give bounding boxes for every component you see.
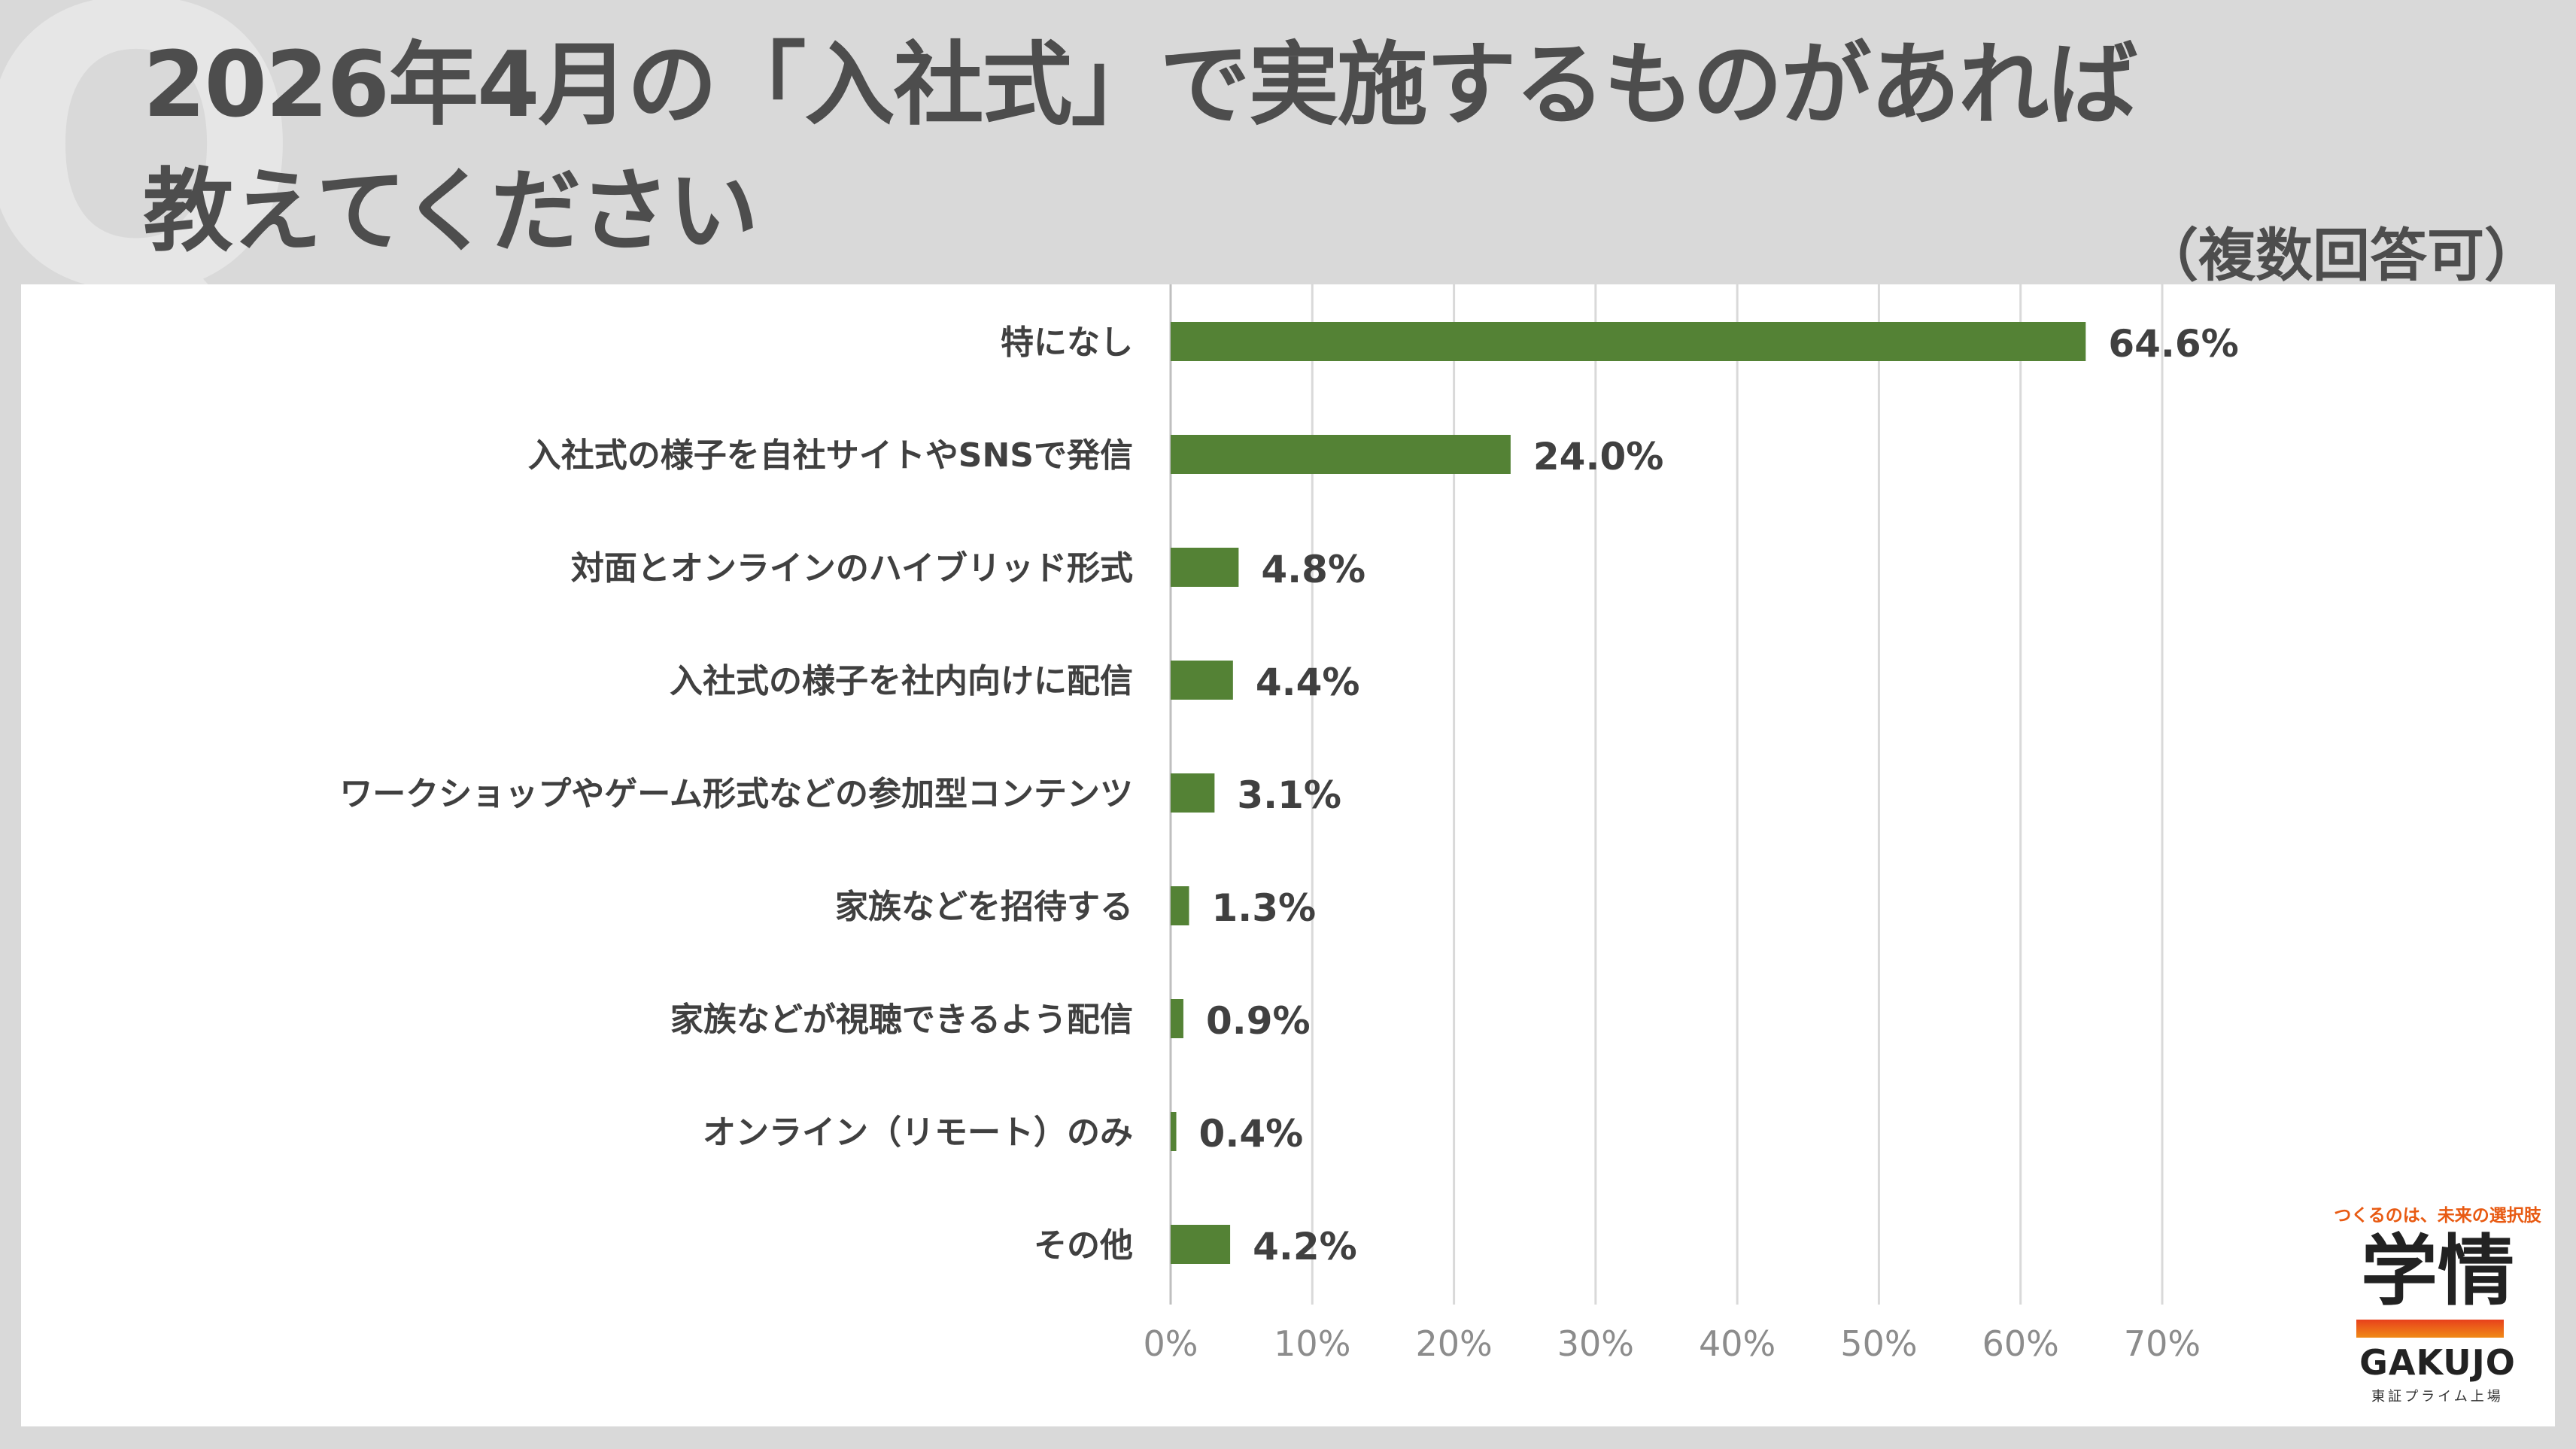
logo-listing: 東証プライム上場 xyxy=(2371,1389,2504,1405)
bar xyxy=(1171,435,1511,474)
data-label: 4.2% xyxy=(1253,1225,1357,1268)
bar xyxy=(1171,1225,1231,1264)
data-label: 4.4% xyxy=(1256,661,1360,704)
category-label: 家族などが視聴できるよう配信 xyxy=(670,1001,1133,1039)
bar-chart: 0% 10% 20% 30% 40% 50% 60% 70% 特になし 64.6% 入社式の様子を自… xyxy=(339,284,2239,1364)
category-label: 対面とオンラインのハイブリッド形式 xyxy=(571,549,1133,588)
x-tick-label: 0% xyxy=(1144,1323,1198,1364)
category-label: ワークショップやゲーム形式などの参加型コンテンツ xyxy=(339,775,1133,813)
data-label: 4.8% xyxy=(1261,548,1365,591)
data-label: 0.4% xyxy=(1199,1112,1304,1156)
logo-tagline: つくるのは、未来の選択肢 xyxy=(2334,1206,2541,1226)
data-label: 64.6% xyxy=(2108,322,2238,366)
bar xyxy=(1171,773,1215,813)
title-line-2: 教えてください xyxy=(143,159,758,264)
x-tick-label: 10% xyxy=(1274,1323,1350,1364)
data-label: 1.3% xyxy=(1211,886,1316,930)
category-label: オンライン（リモート）のみ xyxy=(703,1113,1133,1152)
bar xyxy=(1171,1112,1177,1151)
bar xyxy=(1171,886,1189,925)
title-line-1: 2026年4月の「入社式」で実施するものがあれば xyxy=(143,33,2137,138)
x-tick-label: 50% xyxy=(1840,1323,1917,1364)
category-label: 入社式の様子を社内向けに配信 xyxy=(670,662,1133,700)
bar xyxy=(1171,661,1233,700)
chart-panel: 0% 10% 20% 30% 40% 50% 60% 70% 特になし 64.6% 入社式の様子を自… xyxy=(21,284,2555,1426)
page-title: 2026年4月の「入社式」で実施するものがあれば 教えてください xyxy=(143,23,2137,275)
multiple-answer-note: （複数回答可） xyxy=(2141,222,2541,289)
bar xyxy=(1171,548,1239,587)
category-label: その他 xyxy=(1034,1226,1133,1265)
data-label: 3.1% xyxy=(1237,773,1341,817)
data-label: 0.9% xyxy=(1206,999,1311,1043)
x-tick-label: 60% xyxy=(1982,1323,2059,1364)
logo-name-jp: 学情 xyxy=(2361,1227,2514,1317)
data-label: 24.0% xyxy=(1533,435,1663,478)
logo-color-bar xyxy=(2356,1320,2504,1338)
bar xyxy=(1171,322,2086,361)
category-label: 家族などを招待する xyxy=(835,888,1133,926)
logo-name-en: GAKUJO xyxy=(2359,1342,2516,1383)
x-tick-label: 30% xyxy=(1557,1323,1634,1364)
x-tick-label: 40% xyxy=(1699,1323,1776,1364)
x-tick-label: 20% xyxy=(1415,1323,1492,1364)
x-tick-label: 70% xyxy=(2124,1323,2201,1364)
category-label: 入社式の様子を自社サイトやSNSで発信 xyxy=(528,436,1133,475)
bar xyxy=(1171,999,1183,1038)
gakujo-logo: つくるのは、未来の選択肢 学情 GAKUJO 東証プライム上場 xyxy=(2325,1201,2550,1411)
category-label: 特になし xyxy=(1001,324,1133,362)
